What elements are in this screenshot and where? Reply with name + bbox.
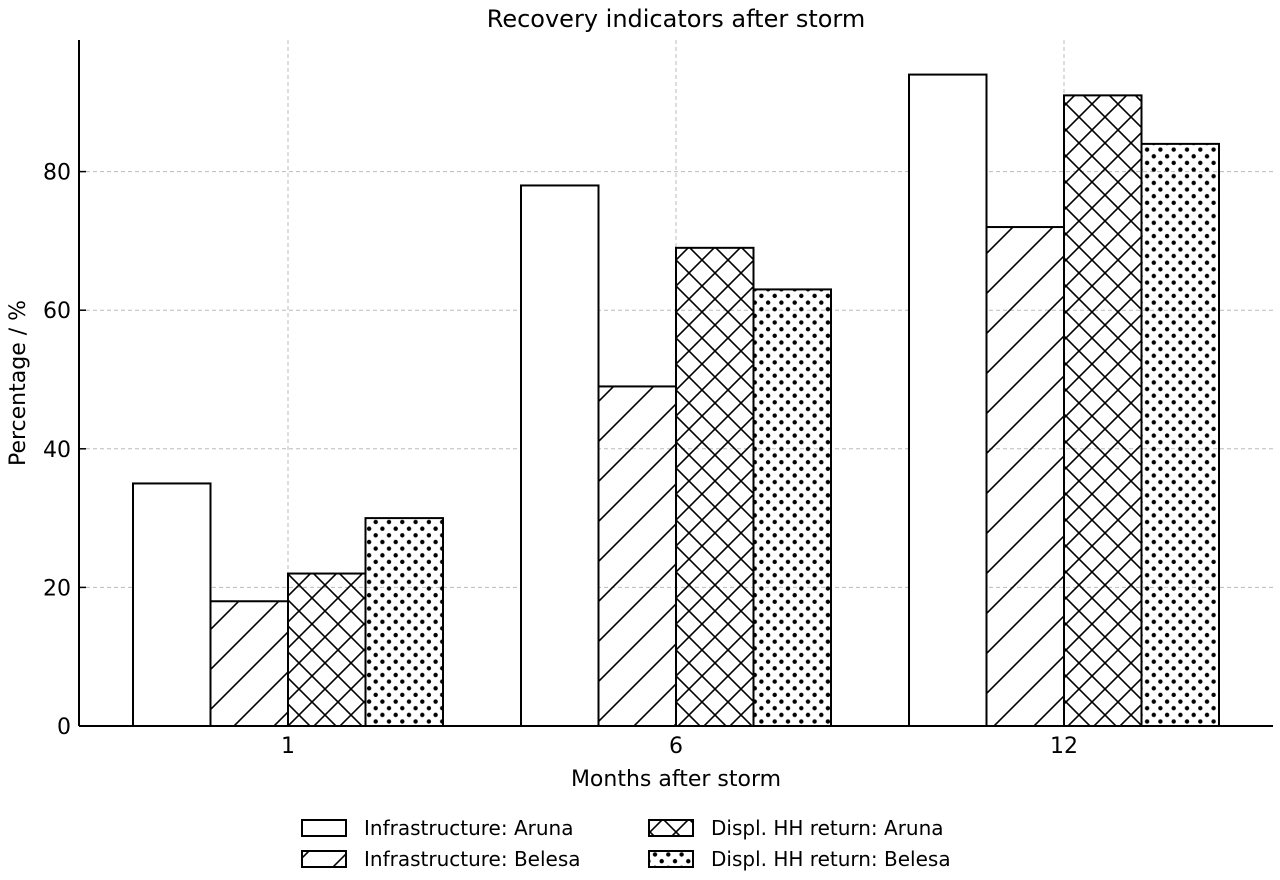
- bar: [908, 73, 988, 727]
- bar: [985, 226, 1065, 727]
- x-tick-label: 1: [281, 734, 295, 759]
- y-tick-label: 40: [43, 438, 71, 463]
- bars: [132, 73, 1220, 728]
- y-ticks: 0 20 40 60 80: [43, 161, 86, 740]
- bar: [675, 246, 755, 728]
- chart-title: Recovery indicators after storm: [487, 5, 866, 33]
- bar: [1140, 142, 1220, 727]
- bar: [209, 600, 289, 728]
- bar: [520, 184, 600, 727]
- y-axis-label: Percentage / %: [6, 300, 31, 466]
- bar: [132, 482, 212, 728]
- bar: [364, 517, 444, 727]
- bar: [287, 572, 367, 727]
- legend-swatch: [648, 850, 694, 868]
- legend-swatch: [648, 819, 694, 837]
- legend-swatch: [301, 819, 347, 837]
- y-tick-label: 20: [43, 576, 71, 601]
- bar: [752, 288, 832, 727]
- x-tick-label: 6: [669, 734, 683, 759]
- legend: Infrastructure: Aruna Infrastructure: Bel…: [301, 816, 951, 871]
- y-tick-label: 0: [57, 715, 71, 740]
- legend-label: Infrastructure: Aruna: [364, 816, 573, 840]
- x-tick-label: 12: [1050, 734, 1078, 759]
- legend-label: Displ. HH return: Aruna: [711, 816, 944, 840]
- y-tick-label: 60: [43, 299, 71, 324]
- x-ticks: 1 6 12: [281, 719, 1078, 759]
- x-axis-label: Months after storm: [571, 767, 781, 792]
- legend-swatch: [301, 850, 347, 868]
- legend-label: Displ. HH return: Belesa: [711, 847, 951, 871]
- bar: [1063, 94, 1143, 728]
- bar: [597, 385, 677, 727]
- y-tick-label: 80: [43, 161, 71, 186]
- legend-label: Infrastructure: Belesa: [364, 847, 581, 871]
